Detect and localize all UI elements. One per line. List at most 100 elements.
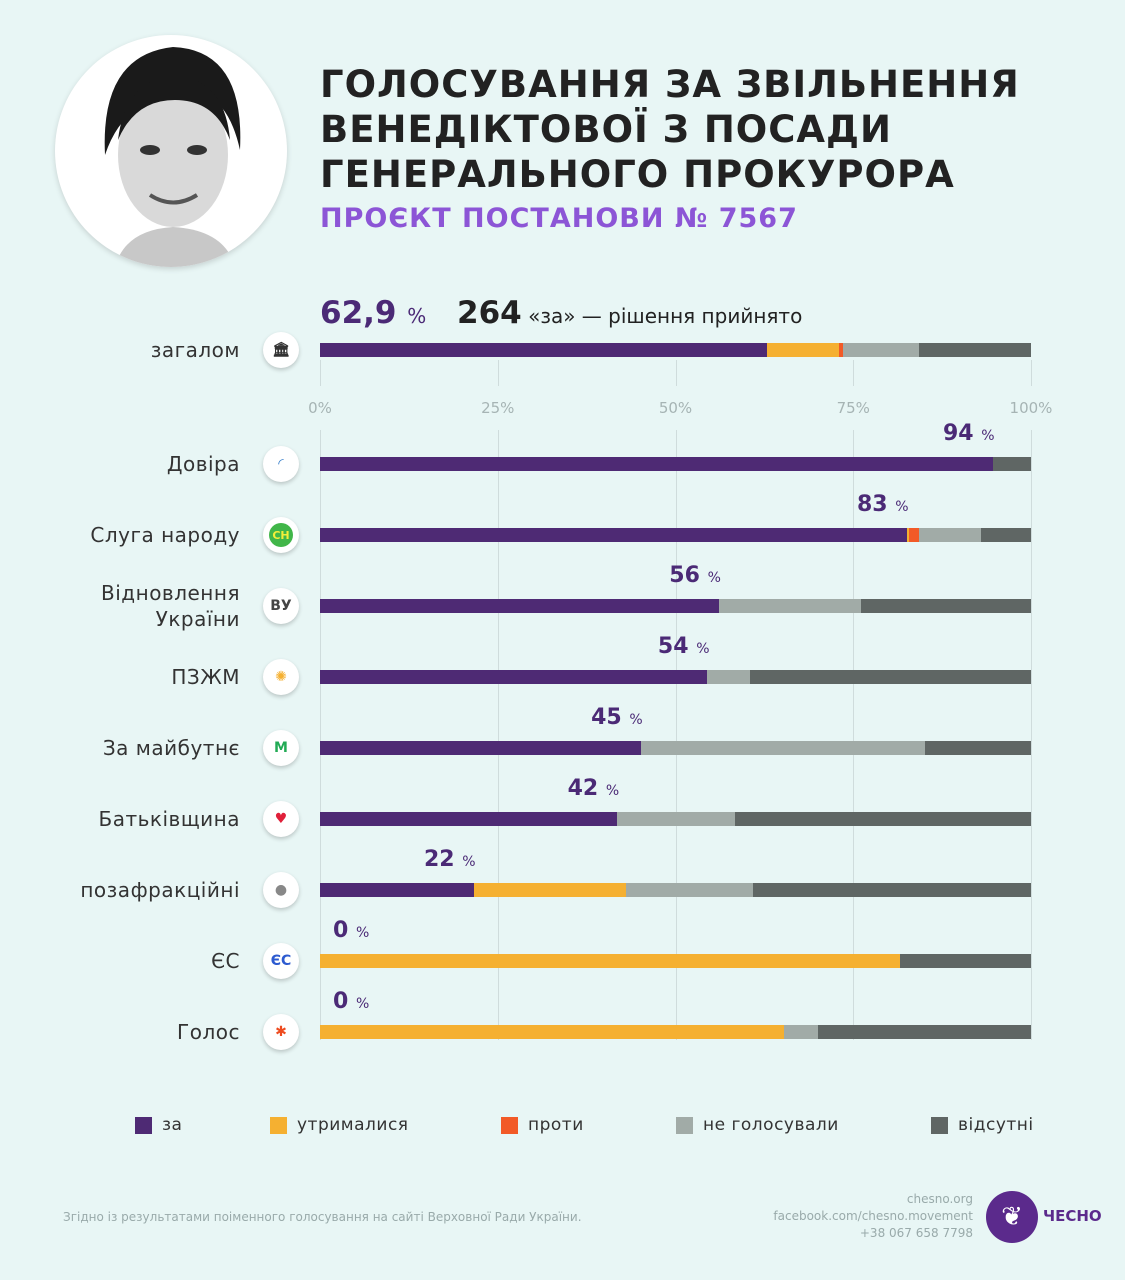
percent-sign: % xyxy=(696,641,710,657)
title-line: ГЕНЕРАЛЬНОГО ПРОКУРОРА xyxy=(320,153,955,196)
percent-label: 0 % xyxy=(333,918,369,943)
percent-sign: % xyxy=(605,783,620,799)
legend-swatch xyxy=(676,1116,693,1134)
segment-ne-holos xyxy=(919,528,982,542)
votes-summary: 264 «за» — рішення прийнято xyxy=(457,295,802,331)
person-icon: ● xyxy=(263,872,299,908)
party-bar xyxy=(320,670,1031,684)
gridline xyxy=(853,430,855,1040)
votes-count: 264 xyxy=(457,295,522,331)
row-label: загалом xyxy=(150,338,240,362)
percent-label: 45 % xyxy=(591,705,643,730)
phone: +38 067 658 7798 xyxy=(859,1226,973,1240)
es-icon: ЄС xyxy=(263,943,299,979)
row-label: ПЗЖМ xyxy=(171,665,240,689)
percent-value: 42 xyxy=(567,776,599,801)
legend-swatch xyxy=(501,1116,518,1134)
gridline xyxy=(1031,430,1032,1040)
facebook-link[interactable]: facebook.com/chesno.movement xyxy=(773,1209,973,1223)
segment-ne-holos xyxy=(617,812,736,826)
row-label: Відновлення України xyxy=(101,581,240,631)
percent-label: 83 % xyxy=(857,492,909,517)
gridline xyxy=(497,430,499,1040)
overall-percent: 62,9 % xyxy=(320,295,426,331)
segment-ne-holos xyxy=(718,599,862,613)
segment-za xyxy=(320,741,641,755)
dovira-icon: ◜ xyxy=(263,446,299,482)
percent-value: 94 xyxy=(943,421,974,446)
segment-proty xyxy=(839,343,843,357)
footnote: Згідно із результатами поіменного голосу… xyxy=(63,1210,582,1224)
row-label: Батьківщина xyxy=(98,807,240,831)
percent-label: 0 % xyxy=(333,989,369,1014)
gridline-top xyxy=(1031,360,1032,386)
party-bar xyxy=(320,812,1031,826)
garlic-logo-icon: ❦ xyxy=(986,1191,1038,1243)
percent-sign: % xyxy=(981,428,995,444)
legend-swatch xyxy=(270,1116,287,1134)
percent-sign: % xyxy=(895,499,909,515)
title-line: ГОЛОСУВАННЯ ЗА ЗВІЛЬНЕННЯ xyxy=(320,63,1020,106)
segment-vidsutni xyxy=(735,812,1031,826)
heart-icon: ♥ xyxy=(263,801,299,837)
legend-swatch xyxy=(931,1116,948,1134)
legend-ne-holosuvaly: не голосували xyxy=(676,1115,839,1135)
overall-percent-value: 62,9 xyxy=(320,295,397,331)
segment-vidsutni xyxy=(818,1025,1031,1039)
segment-za xyxy=(320,670,708,684)
percent-label: 56 % xyxy=(669,563,721,588)
segment-utrym xyxy=(767,343,840,357)
row-label: Голос xyxy=(177,1020,240,1044)
sluha-icon: СН xyxy=(263,517,299,553)
segment-vidsutni xyxy=(919,343,1031,357)
gridline xyxy=(320,430,321,1040)
percent-sign: % xyxy=(707,570,721,586)
legend-za: за xyxy=(135,1115,182,1135)
segment-vidsutni xyxy=(861,599,1031,613)
tick-label: 25% xyxy=(481,399,515,417)
percent-label: 22 % xyxy=(424,847,476,872)
legend-utrymalysia: утрималися xyxy=(270,1115,409,1135)
percent-label: 54 % xyxy=(658,634,710,659)
segment-utrym xyxy=(320,954,901,968)
row-label: За майбутнє xyxy=(102,736,240,760)
percent-label: 42 % xyxy=(568,776,620,801)
segment-vidsutni xyxy=(925,741,1031,755)
percent-value: 45 xyxy=(591,705,622,730)
segment-ne-holos xyxy=(707,670,751,684)
percent-value: 54 xyxy=(657,634,689,659)
segment-vidsutni xyxy=(750,670,1031,684)
gridline-top xyxy=(675,360,677,386)
row-label: позафракційні xyxy=(80,878,240,902)
segment-vidsutni xyxy=(981,528,1031,542)
tick-label: 0% xyxy=(308,399,332,417)
gridline-top xyxy=(853,360,855,386)
row-label: Довіра xyxy=(166,452,240,476)
segment-ne-holos xyxy=(842,343,920,357)
vu-icon: ВУ xyxy=(263,588,299,624)
party-bar xyxy=(320,528,1031,542)
party-bar xyxy=(320,954,1031,968)
gridline-top xyxy=(497,360,499,386)
gridline xyxy=(675,430,677,1040)
portrait-photo xyxy=(55,35,287,267)
party-bar xyxy=(320,883,1031,897)
segment-vidsutni xyxy=(900,954,1031,968)
percent-sign: % xyxy=(462,854,476,870)
pzzhm-icon: ✺ xyxy=(263,659,299,695)
segment-utrym xyxy=(473,883,627,897)
percent-label: 94 % xyxy=(943,421,995,446)
legend-proty: проти xyxy=(501,1115,584,1135)
segment-za xyxy=(320,812,618,826)
website-link[interactable]: chesno.org xyxy=(906,1192,973,1206)
legend-label: утрималися xyxy=(297,1115,409,1135)
percent-value: 0 xyxy=(333,918,349,943)
page-title: ГОЛОСУВАННЯ ЗА ЗВІЛЬНЕННЯ ВЕНЕДІКТОВОЇ З… xyxy=(320,62,1020,197)
segment-za xyxy=(320,528,907,542)
legend-label: не голосували xyxy=(703,1115,839,1135)
legend-label: проти xyxy=(528,1115,584,1135)
segment-utrym xyxy=(320,1025,784,1039)
tick-label: 50% xyxy=(658,399,693,417)
title-line: ВЕНЕДІКТОВОЇ З ПОСАДИ xyxy=(320,108,892,151)
subtitle: ПРОЄКТ ПОСТАНОВИ № 7567 xyxy=(320,203,798,234)
